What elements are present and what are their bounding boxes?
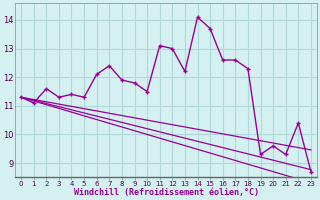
X-axis label: Windchill (Refroidissement éolien,°C): Windchill (Refroidissement éolien,°C) <box>74 188 259 197</box>
